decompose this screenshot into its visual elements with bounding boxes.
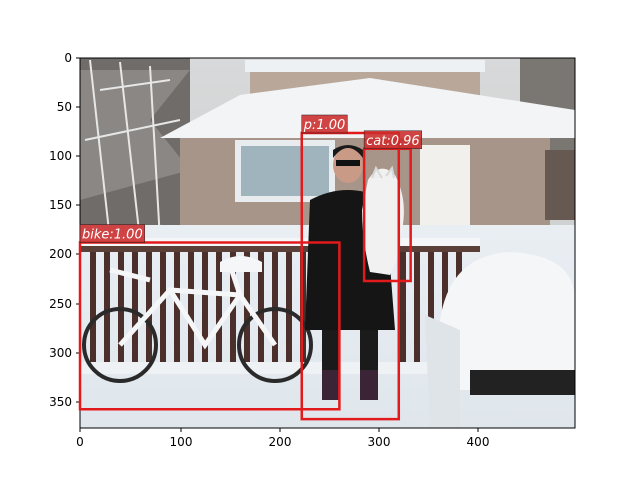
bike-bounding-box [78,241,341,411]
x-axis: 0 100 200 300 400 [76,428,489,449]
detection-overlays: p:1.00 cat:0.96 bike:1.00 [78,114,422,421]
bike-label-background [79,224,145,243]
bike-label: bike:1.00 [82,228,143,243]
y-tick-label: 350 [49,395,72,409]
x-tick-label: 100 [170,435,193,449]
detection-bike: bike:1.00 [78,224,341,411]
y-tick-label: 50 [57,100,72,114]
x-tick-label: 0 [76,435,84,449]
cat-label-background [363,130,422,150]
y-axis: 0 50 100 150 200 250 300 350 [49,51,80,409]
y-tick-label: 300 [49,346,72,360]
person-label: p:1.00 [303,118,346,133]
y-tick-label: 200 [49,247,72,261]
cat-label: cat:0.96 [366,134,420,149]
y-tick-label: 0 [64,51,72,65]
y-tick-label: 100 [49,149,72,163]
y-tick-label: 150 [49,198,72,212]
person-label-background [301,114,348,134]
x-tick-label: 300 [368,435,391,449]
detection-cat: cat:0.96 [362,130,422,283]
person-bounding-box [300,131,401,421]
x-tick-label: 400 [467,435,490,449]
detection-person: p:1.00 [300,114,401,421]
x-tick-label: 200 [269,435,292,449]
y-tick-label: 250 [49,297,72,311]
